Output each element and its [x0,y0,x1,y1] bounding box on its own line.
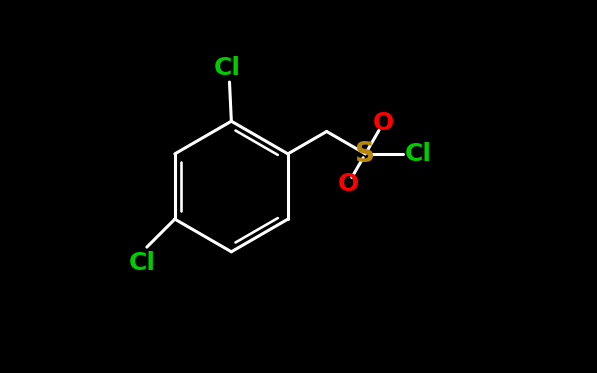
Text: Cl: Cl [129,251,156,275]
Text: Cl: Cl [405,142,432,166]
Text: Cl: Cl [214,56,241,80]
Text: O: O [373,112,394,135]
Text: S: S [355,140,376,168]
Text: O: O [338,172,359,196]
